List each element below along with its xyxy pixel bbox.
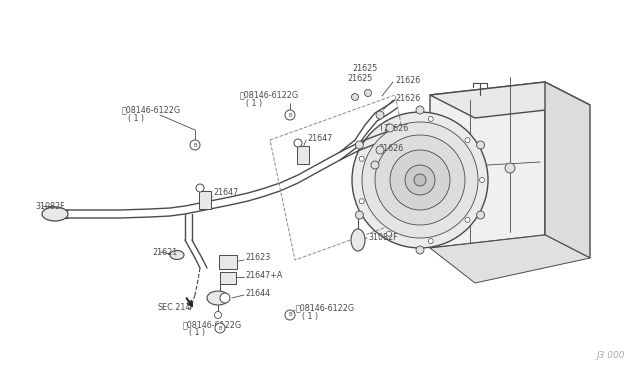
Circle shape (359, 156, 364, 161)
Circle shape (355, 211, 364, 219)
Circle shape (479, 177, 484, 183)
Polygon shape (430, 82, 545, 248)
Circle shape (477, 141, 484, 149)
Circle shape (190, 140, 200, 150)
Text: Ⓑ08146-6122G: Ⓑ08146-6122G (183, 321, 242, 330)
Circle shape (362, 122, 478, 238)
Circle shape (376, 146, 384, 154)
Text: ( 1 ): ( 1 ) (302, 311, 318, 321)
Circle shape (215, 323, 225, 333)
Circle shape (416, 106, 424, 114)
Text: ( 1 ): ( 1 ) (128, 113, 144, 122)
Text: 21621: 21621 (152, 247, 177, 257)
Bar (219, 255, 237, 269)
Text: 21623: 21623 (245, 253, 270, 263)
Circle shape (352, 112, 488, 248)
Circle shape (505, 163, 515, 173)
Text: 21626: 21626 (395, 93, 420, 103)
Circle shape (465, 217, 470, 222)
Bar (220, 272, 236, 284)
Text: B: B (218, 326, 222, 330)
Bar (297, 146, 309, 164)
Circle shape (465, 138, 470, 142)
Text: J3 000: J3 000 (596, 351, 625, 360)
Circle shape (428, 116, 433, 121)
Circle shape (405, 165, 435, 195)
Circle shape (387, 231, 392, 236)
Text: Ⓑ08146-6122G: Ⓑ08146-6122G (296, 304, 355, 312)
Text: 21625: 21625 (352, 64, 378, 73)
Text: 21625: 21625 (347, 74, 372, 83)
Circle shape (220, 293, 230, 303)
Bar (199, 191, 211, 209)
Circle shape (390, 150, 450, 210)
Circle shape (294, 139, 302, 147)
Text: 21626: 21626 (378, 144, 403, 153)
Text: 21626: 21626 (383, 124, 408, 132)
Polygon shape (430, 82, 590, 118)
Text: 21647: 21647 (307, 134, 332, 142)
Circle shape (386, 124, 394, 132)
Circle shape (359, 199, 364, 204)
Text: B: B (288, 112, 292, 118)
Circle shape (351, 93, 358, 100)
Text: Ⓑ08146-6122G: Ⓑ08146-6122G (240, 90, 299, 99)
Text: 21626: 21626 (395, 76, 420, 84)
Text: 31082F: 31082F (368, 232, 397, 241)
Circle shape (371, 161, 379, 169)
Ellipse shape (42, 207, 68, 221)
Circle shape (196, 184, 204, 192)
Circle shape (285, 310, 295, 320)
Circle shape (285, 110, 295, 120)
Circle shape (355, 141, 364, 149)
Text: ( 1 ): ( 1 ) (189, 328, 205, 337)
Circle shape (428, 238, 433, 244)
Circle shape (376, 111, 384, 119)
Text: 21647+A: 21647+A (245, 270, 282, 279)
Text: SEC.214: SEC.214 (158, 304, 191, 312)
Circle shape (414, 174, 426, 186)
Text: ( 1 ): ( 1 ) (246, 99, 262, 108)
Ellipse shape (207, 291, 229, 305)
Polygon shape (430, 235, 590, 283)
Text: B: B (288, 312, 292, 317)
Circle shape (375, 135, 465, 225)
Text: 21644: 21644 (245, 289, 270, 298)
Polygon shape (545, 82, 590, 258)
Text: B: B (193, 142, 197, 148)
Circle shape (416, 246, 424, 254)
Circle shape (387, 124, 392, 129)
Ellipse shape (351, 229, 365, 251)
Circle shape (214, 311, 221, 318)
Text: Ⓑ08146-6122G: Ⓑ08146-6122G (122, 106, 181, 115)
Text: 21647: 21647 (213, 187, 238, 196)
Circle shape (365, 90, 371, 96)
Ellipse shape (170, 250, 184, 260)
Text: 31082F: 31082F (35, 202, 65, 211)
Circle shape (477, 211, 484, 219)
